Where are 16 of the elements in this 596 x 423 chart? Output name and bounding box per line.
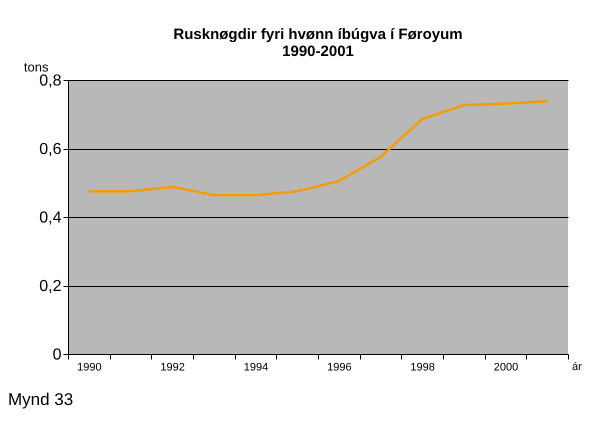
x-tick-label: 2000 bbox=[494, 362, 518, 374]
x-axis-title: ár bbox=[572, 361, 582, 373]
y-axis-title: tons bbox=[24, 60, 49, 74]
x-tick-label: 1992 bbox=[160, 362, 185, 374]
chart-title: Rusknøgdir fyri hvønn íbúgva í Føroyum 1990-2001 bbox=[173, 26, 463, 60]
y-tick-label: 0,2 bbox=[39, 278, 62, 295]
line-series bbox=[88, 100, 548, 196]
x-tick-label: 1994 bbox=[244, 362, 268, 374]
x-tick-label: 1998 bbox=[410, 362, 435, 374]
y-tick-label: 0,4 bbox=[39, 210, 62, 226]
x-tick-label: 1996 bbox=[327, 362, 352, 374]
y-tick-label: 0,6 bbox=[39, 141, 62, 158]
y-tick-label: 0,8 bbox=[39, 72, 62, 90]
x-tick-label: 1990 bbox=[77, 362, 102, 374]
y-tick-label: 0 bbox=[52, 346, 62, 364]
text: Mynd 33 bbox=[8, 390, 74, 409]
